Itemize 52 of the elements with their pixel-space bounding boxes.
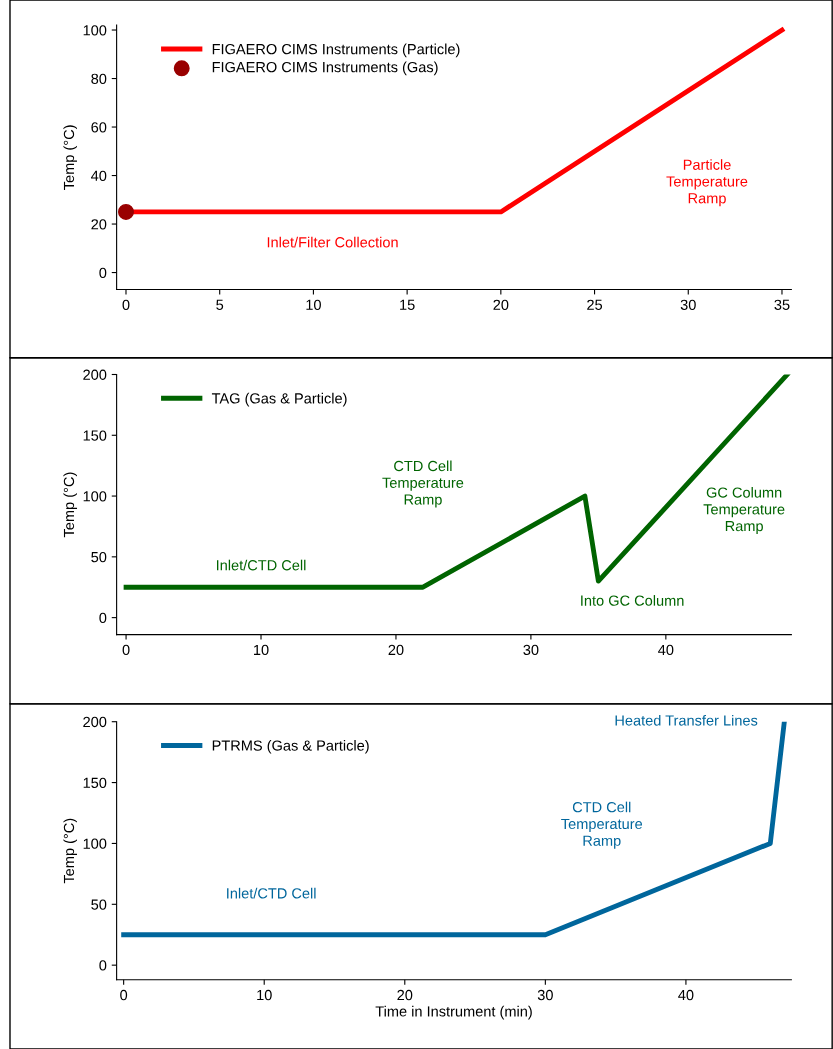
annotation: Heated Transfer Lines — [615, 714, 758, 726]
x-tick-label: 25 — [587, 299, 603, 310]
annotation: GC Column Temperature Ramp — [703, 486, 785, 535]
x-tick-label: 20 — [397, 989, 413, 1001]
x-tick-label: 0 — [120, 989, 128, 1001]
annotation: Inlet/Filter Collection — [267, 236, 398, 248]
x-tick-label: 35 — [774, 299, 790, 310]
line-series — [123, 374, 790, 590]
x-tick-label: 30 — [537, 989, 553, 1001]
annotation: Inlet/CTD Cell — [227, 887, 316, 899]
y-tick-label: 100 — [83, 838, 107, 849]
y-axis-title: Temp (°C) — [63, 125, 78, 190]
y-tick-label: 100 — [83, 491, 107, 502]
x-tick-label: 20 — [388, 644, 404, 656]
legend-label: FIGAERO CIMS Instruments (Gas) — [212, 61, 438, 76]
y-tick-label: 100 — [83, 25, 107, 36]
y-tick-label: 200 — [83, 369, 107, 380]
x-tick-label: 40 — [658, 644, 674, 656]
y-tick-label: 150 — [83, 777, 107, 788]
y-tick-label: 20 — [91, 219, 107, 230]
x-tick-label: 0 — [122, 299, 130, 310]
legend-label: TAG (Gas & Particle) — [211, 392, 347, 407]
y-axis-title: Temp (°C) — [63, 472, 78, 538]
x-tick-label: 40 — [678, 989, 694, 1001]
y-tick-label: 60 — [91, 122, 107, 133]
legend-label: FIGAERO CIMS Instruments (Particle) — [212, 43, 460, 58]
x-tick-label: 30 — [680, 299, 696, 310]
y-tick-label: 150 — [83, 430, 107, 441]
y-tick-label: 0 — [99, 612, 107, 624]
annotation: CTD Cell Temperature Ramp — [561, 801, 643, 849]
x-tick-label: 5 — [216, 299, 224, 310]
y-tick-label: 50 — [91, 551, 107, 563]
y-axis-title: Temp (°C) — [63, 818, 78, 884]
y-tick-label: 80 — [91, 73, 107, 84]
x-tick-label: 30 — [523, 644, 539, 656]
x-tick-label: 10 — [306, 299, 321, 310]
x-tick-label: 0 — [122, 644, 130, 656]
y-tick-label: 200 — [83, 716, 107, 728]
y-tick-label: 40 — [91, 170, 107, 181]
legend-label: PTRMS (Gas & Particle) — [212, 740, 369, 754]
annotation: Particle Temperature Ramp — [666, 159, 748, 207]
x-axis-title: Time in Instrument (min) — [375, 1005, 532, 1020]
annotation: Into GC Column — [581, 595, 684, 606]
annotation: CTD Cell Temperature Ramp — [382, 460, 464, 508]
y-tick-label: 0 — [99, 960, 107, 971]
x-tick-label: 20 — [493, 299, 509, 310]
x-tick-label: 10 — [257, 989, 272, 1001]
y-tick-label: 0 — [99, 267, 107, 278]
annotation: Inlet/CTD Cell — [216, 559, 306, 571]
y-tick-label: 50 — [91, 899, 107, 910]
x-tick-label: 10 — [254, 644, 269, 656]
x-tick-label: 15 — [400, 299, 415, 310]
